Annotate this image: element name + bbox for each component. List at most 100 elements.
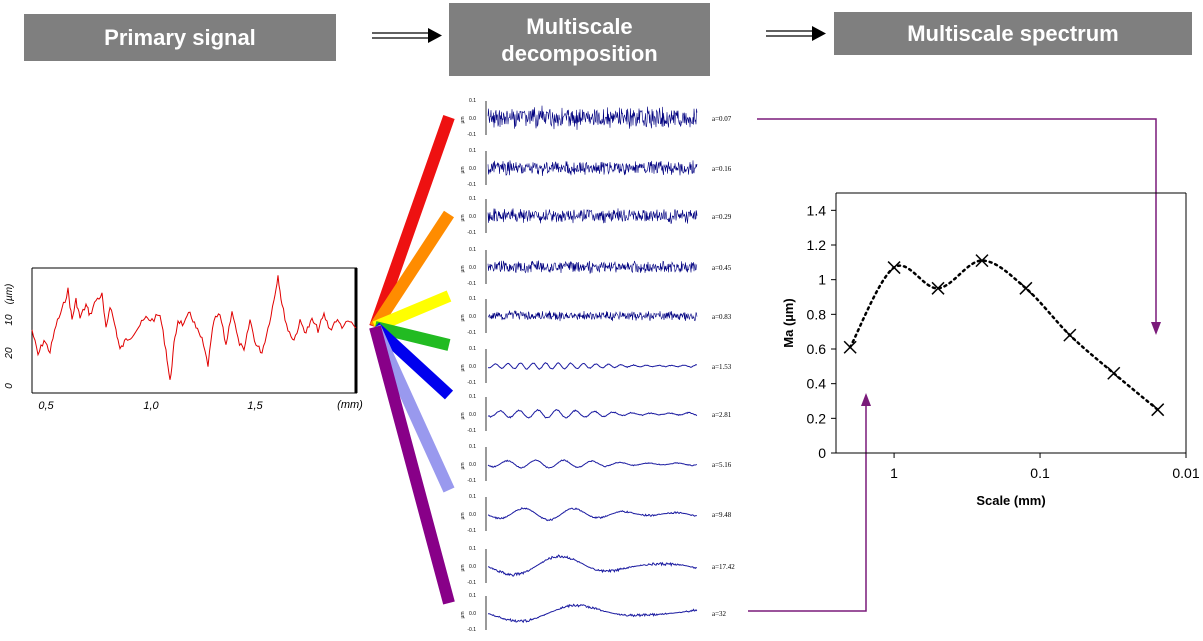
strip-tick-bot: -0.1 <box>467 132 476 138</box>
strip-tick-top: 0.1 <box>469 148 476 154</box>
decomposition-header: Multiscale decomposition <box>449 3 710 76</box>
primary-x-unit: (mm) <box>337 399 363 411</box>
strip-tick-mid: 0.0 <box>469 462 476 468</box>
strip-tick-bot: -0.1 <box>467 478 476 484</box>
spectrum-point-0 <box>843 340 857 354</box>
strip-tick-mid: 0.0 <box>469 166 476 172</box>
spectrum-y-ticks: 0 0.2 0.4 0.6 0.8 1 1.2 1.4 <box>807 202 836 461</box>
strip-scale-label: a=0.45 <box>712 264 732 272</box>
primary-signal-trace <box>31 275 357 380</box>
strip-waveform <box>487 160 698 177</box>
spectrum-point-1 <box>887 261 901 275</box>
primary-signal-header: Primary signal <box>24 14 336 61</box>
strip-tick-top: 0.1 <box>469 98 476 104</box>
strip-scale-label: a=32 <box>712 610 727 618</box>
decomposition-strip-2: 0.1 0.0 -0.1 µm a=0.29 <box>460 196 732 236</box>
decomposition-strip-7: 0.1 0.0 -0.1 µm a=5.16 <box>460 444 732 484</box>
spectrum-y-tick-1: 0.2 <box>807 410 827 426</box>
strip-tick-top: 0.1 <box>469 494 476 500</box>
strip-tick-mid: 0.0 <box>469 412 476 418</box>
spectrum-label: Multiscale spectrum <box>907 21 1119 46</box>
primary-signal-label: Primary signal <box>104 25 256 50</box>
strip-tick-mid: 0.0 <box>469 116 476 122</box>
strip-waveform <box>487 260 698 274</box>
strip-tick-bot: -0.1 <box>467 580 476 586</box>
strip-unit: µm <box>460 611 466 618</box>
decomposition-label-line1: Multiscale <box>526 13 633 39</box>
spectrum-point-7 <box>1151 403 1165 417</box>
strip-tick-top: 0.1 <box>469 346 476 352</box>
spectrum-y-tick-0: 0 <box>818 445 826 461</box>
decomposition-strip-8: 0.1 0.0 -0.1 µm a=9.48 <box>460 494 732 534</box>
strip-tick-bot: -0.1 <box>467 528 476 534</box>
spectrum-y-tick-2: 0.4 <box>807 376 827 392</box>
connector-arrow-top <box>757 118 1161 335</box>
fan-ray-0 <box>369 115 455 329</box>
strip-waveform <box>487 362 698 370</box>
strip-tick-bot: -0.1 <box>467 230 476 236</box>
strip-tick-mid: 0.0 <box>469 314 476 320</box>
decomposition-strip-9: 0.1 0.0 -0.1 µm a=17.42 <box>460 546 735 586</box>
spectrum-point-4 <box>1019 281 1033 295</box>
spectrum-y-tick-6: 1.2 <box>807 237 827 253</box>
strip-tick-bot: -0.1 <box>467 330 476 336</box>
decomposition-strip-4: 0.1 0.0 -0.1 µm a=0.83 <box>460 296 732 336</box>
strip-tick-top: 0.1 <box>469 444 476 450</box>
decomposition-strip-1: 0.1 0.0 -0.1 µm a=0.16 <box>460 148 732 188</box>
spectrum-y-tick-7: 1.4 <box>807 202 827 218</box>
decomposition-strips: 0.10.0-0.1µm a=0.070.10.0-0.1µm a=0.160.10… <box>460 98 735 633</box>
fan-ray-4 <box>370 322 454 400</box>
primary-y-tick-0: 0 <box>4 383 15 389</box>
strip-tick-top: 0.1 <box>469 546 476 552</box>
decomposition-label-line2: decomposition <box>501 40 658 66</box>
decomposition-strip-0: 0.1 0.0 -0.1 µm a=0.07 <box>460 98 732 138</box>
strip-unit: µm <box>460 512 466 519</box>
strip-tick-mid: 0.0 <box>469 265 476 271</box>
fan-ray-2 <box>372 290 452 333</box>
strip-tick-bot: -0.1 <box>467 428 476 434</box>
strip-tick-top: 0.1 <box>469 247 476 253</box>
strip-scale-label: a=0.16 <box>712 165 732 173</box>
flow-arrow-2 <box>766 26 826 41</box>
strip-scale-label: a=9.48 <box>712 511 732 519</box>
strip-unit: µm <box>460 412 466 419</box>
strip-tick-bot: -0.1 <box>467 281 476 287</box>
strip-scale-label: a=0.83 <box>712 313 732 321</box>
fan-ray-3 <box>373 321 451 351</box>
flow-arrow-1 <box>372 28 442 43</box>
decomposition-strip-5: 0.1 0.0 -0.1 µm a=1.53 <box>460 346 732 386</box>
strip-waveform <box>487 459 698 469</box>
strip-unit: µm <box>460 314 466 321</box>
strip-waveform <box>487 507 698 522</box>
strip-tick-mid: 0.0 <box>469 564 476 570</box>
strip-waveform <box>487 554 698 577</box>
primary-x-tick-0: 0,5 <box>38 400 54 412</box>
spectrum-y-label: Ma (µm) <box>781 298 796 347</box>
fan-ray-1 <box>369 210 455 331</box>
spectrum-x-ticks: 1 0.1 0.01 <box>890 453 1200 481</box>
strip-waveform <box>487 208 698 224</box>
primary-x-tick-1: 1,0 <box>143 400 159 412</box>
spectrum-x-tick-0: 1 <box>890 465 898 481</box>
primary-y-tick-1: 10 <box>4 314 15 326</box>
spectrum-y-tick-3: 0.6 <box>807 341 827 357</box>
spectrum-point-2 <box>931 281 945 295</box>
primary-signal-plot: (µm) 0 10 20 0,5 1,0 1,5 (mm) <box>4 267 363 412</box>
primary-y-tick-2: 20 <box>4 347 15 360</box>
strip-tick-mid: 0.0 <box>469 611 476 617</box>
strip-waveform <box>487 105 698 130</box>
strip-tick-mid: 0.0 <box>469 214 476 220</box>
strip-tick-top: 0.1 <box>469 394 476 400</box>
strip-unit: µm <box>460 364 466 371</box>
spectrum-x-tick-1: 0.1 <box>1030 465 1050 481</box>
strip-tick-bot: -0.1 <box>467 380 476 386</box>
fan-ray-6 <box>369 325 455 605</box>
strip-tick-bot: -0.1 <box>467 627 476 633</box>
spectrum-markers <box>843 254 1165 417</box>
spectrum-series-line <box>848 259 1159 411</box>
strip-unit: µm <box>460 214 466 221</box>
spectrum-point-6 <box>1107 366 1121 380</box>
strip-scale-label: a=5.16 <box>712 461 732 469</box>
strip-unit: µm <box>460 265 466 272</box>
